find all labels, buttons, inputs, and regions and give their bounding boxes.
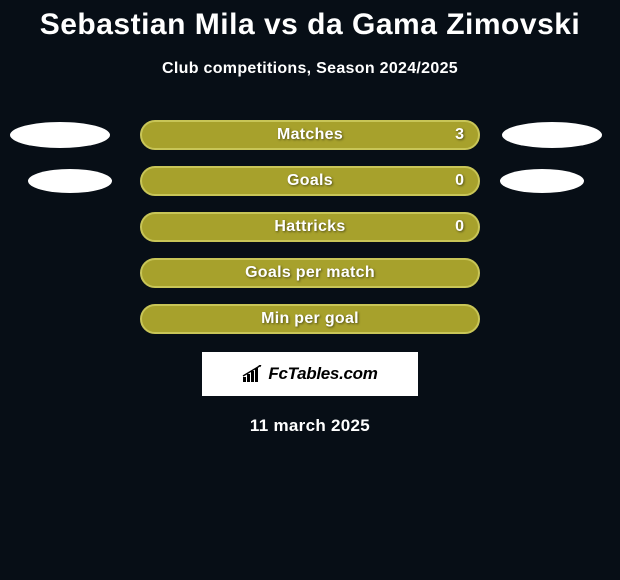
stat-bar: Goals 0 bbox=[140, 166, 480, 196]
stat-row: Goals per match bbox=[0, 258, 620, 288]
stat-bar: Matches 3 bbox=[140, 120, 480, 150]
page-title: Sebastian Mila vs da Gama Zimovski bbox=[0, 0, 620, 42]
date-label: 11 march 2025 bbox=[0, 416, 620, 436]
stat-value: 0 bbox=[455, 172, 464, 190]
left-marker-ellipse bbox=[10, 122, 110, 148]
stat-label: Goals bbox=[287, 172, 333, 190]
right-marker-ellipse bbox=[502, 122, 602, 148]
stat-row: Hattricks 0 bbox=[0, 212, 620, 242]
stat-value: 0 bbox=[455, 218, 464, 236]
stat-row: Min per goal bbox=[0, 304, 620, 334]
logo-text: FcTables.com bbox=[268, 364, 377, 384]
fctables-logo: FcTables.com bbox=[242, 364, 377, 384]
stat-label: Min per goal bbox=[261, 310, 359, 328]
stat-row: Matches 3 bbox=[0, 120, 620, 150]
left-marker-ellipse bbox=[28, 169, 112, 193]
bar-chart-icon bbox=[242, 365, 264, 383]
stat-label: Matches bbox=[277, 126, 343, 144]
right-marker-ellipse bbox=[500, 169, 584, 193]
stat-rows: Matches 3 Goals 0 Hattricks 0 Goals per … bbox=[0, 120, 620, 334]
logo-box: FcTables.com bbox=[202, 352, 418, 396]
stats-comparison-card: Sebastian Mila vs da Gama Zimovski Club … bbox=[0, 0, 620, 436]
stat-label: Goals per match bbox=[245, 264, 375, 282]
stat-row: Goals 0 bbox=[0, 166, 620, 196]
stat-value: 3 bbox=[455, 126, 464, 144]
stat-label: Hattricks bbox=[274, 218, 345, 236]
stat-bar: Hattricks 0 bbox=[140, 212, 480, 242]
stat-bar: Min per goal bbox=[140, 304, 480, 334]
stat-bar: Goals per match bbox=[140, 258, 480, 288]
subtitle: Club competitions, Season 2024/2025 bbox=[0, 60, 620, 78]
